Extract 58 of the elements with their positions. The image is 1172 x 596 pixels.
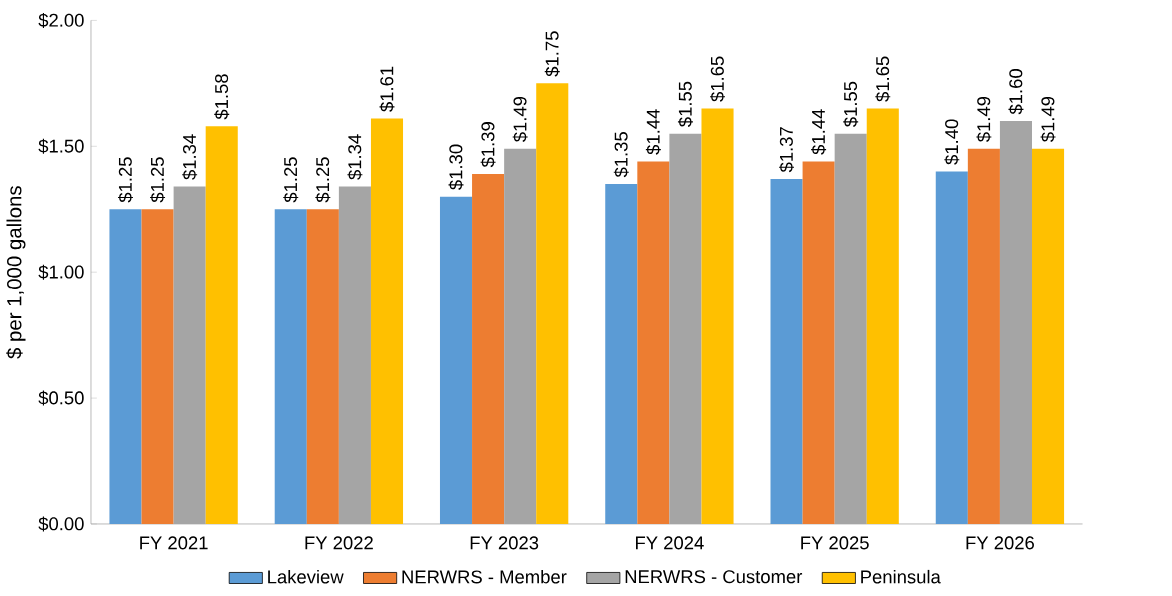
y-tick-label: $0.00 <box>38 516 84 532</box>
bar <box>935 171 968 525</box>
data-label: $1.25 <box>283 157 299 203</box>
data-label: $1.39 <box>480 122 496 168</box>
data-label: $1.49 <box>512 96 528 143</box>
legend-label: NERWRS - Member <box>402 569 567 584</box>
data-label: $1.25 <box>150 157 166 203</box>
y-tick-label: $1.50 <box>38 138 84 154</box>
data-label: $1.34 <box>347 134 363 180</box>
y-tick-label: $0.50 <box>38 390 84 406</box>
y-axis-title: $ per 1,000 gallons <box>6 186 26 359</box>
x-tick-label: FY 2025 <box>801 536 869 550</box>
data-label: $1.65 <box>875 56 891 102</box>
bar <box>472 174 505 525</box>
bar <box>439 196 473 525</box>
data-label: $1.30 <box>448 144 464 190</box>
data-label: $1.44 <box>811 109 827 155</box>
bar <box>370 118 404 525</box>
bar <box>967 148 1000 525</box>
data-label: $1.55 <box>843 81 859 127</box>
data-label: $1.34 <box>182 134 198 180</box>
x-tick-label: FY 2026 <box>966 536 1034 550</box>
legend-label: Peninsula <box>861 569 941 584</box>
data-label: $1.25 <box>315 157 331 203</box>
data-label: $1.37 <box>779 127 795 173</box>
bar <box>637 161 670 525</box>
bar <box>1032 148 1065 525</box>
x-tick-label: FY 2023 <box>470 536 539 550</box>
data-label: $1.61 <box>379 66 395 112</box>
bar <box>205 126 238 525</box>
bar <box>605 184 638 525</box>
data-label: $1.58 <box>214 74 230 120</box>
data-label: $1.75 <box>544 31 560 77</box>
bar <box>802 161 835 525</box>
bar <box>701 108 734 525</box>
bar <box>770 179 803 525</box>
x-tick-label: FY 2021 <box>140 536 208 550</box>
data-label: $1.49 <box>976 96 992 143</box>
x-tick-label: FY 2024 <box>636 536 704 550</box>
bar <box>536 83 569 525</box>
legend-label: NERWRS - Customer <box>625 570 803 584</box>
bar <box>274 209 307 525</box>
data-label: $1.35 <box>613 132 629 178</box>
data-label: $1.55 <box>677 81 693 127</box>
bar <box>866 108 899 525</box>
bar <box>306 209 339 525</box>
data-label: $1.49 <box>1040 96 1056 143</box>
data-label: $1.65 <box>710 56 725 102</box>
bar <box>141 209 174 525</box>
data-label: $1.25 <box>117 157 133 203</box>
data-label: $1.60 <box>1008 69 1024 115</box>
y-tick-label: $1.00 <box>38 264 84 280</box>
y-tick-label: $2.00 <box>38 12 84 28</box>
data-label: $1.44 <box>645 109 661 155</box>
legend-label: Lakeview <box>268 569 344 584</box>
x-tick-label: FY 2022 <box>305 536 373 550</box>
bar <box>109 209 142 525</box>
data-label: $1.40 <box>944 119 960 165</box>
